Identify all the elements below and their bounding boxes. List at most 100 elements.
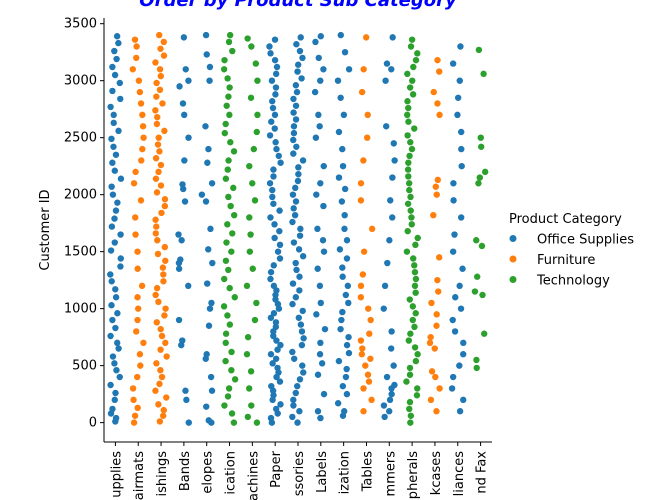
data-point <box>434 56 441 64</box>
data-point <box>185 77 192 84</box>
data-point <box>202 123 209 130</box>
data-point <box>202 198 210 205</box>
data-point <box>313 191 320 198</box>
data-point <box>208 180 216 187</box>
data-point <box>267 414 275 422</box>
data-point <box>297 225 304 233</box>
data-point <box>109 316 116 324</box>
data-point <box>206 305 214 312</box>
data-point <box>274 248 282 255</box>
y-tick-label: 0 <box>89 416 97 431</box>
data-point <box>412 310 419 317</box>
data-point <box>221 129 228 137</box>
data-point <box>297 34 304 41</box>
data-point <box>343 390 351 398</box>
data-point <box>311 88 319 96</box>
data-point <box>300 335 307 342</box>
data-point <box>137 100 145 107</box>
data-point <box>312 38 319 46</box>
data-point <box>343 365 350 373</box>
data-point <box>117 95 124 103</box>
data-point <box>225 385 233 392</box>
data-point <box>367 355 374 362</box>
data-point <box>345 66 353 73</box>
data-point <box>228 366 235 374</box>
legend-label: Furniture <box>537 253 595 268</box>
data-point <box>156 148 163 155</box>
data-point <box>134 248 141 255</box>
data-point <box>266 180 274 187</box>
data-point <box>408 145 416 153</box>
data-point <box>253 299 260 307</box>
data-point <box>109 87 116 95</box>
data-point <box>404 227 411 235</box>
data-point <box>272 84 280 91</box>
data-point <box>338 316 345 324</box>
data-point <box>360 157 367 164</box>
data-point <box>230 211 238 219</box>
data-point <box>157 161 165 169</box>
data-point <box>153 93 160 100</box>
data-point <box>290 402 297 409</box>
data-point <box>315 111 322 119</box>
data-point <box>456 282 463 290</box>
data-point <box>290 123 298 130</box>
x-tick-label: ishings <box>155 451 170 497</box>
data-point <box>359 345 366 352</box>
data-point <box>291 355 298 362</box>
data-point <box>409 91 417 98</box>
data-point <box>334 77 342 84</box>
data-point <box>273 145 280 153</box>
data-point <box>431 345 438 352</box>
data-point <box>182 66 189 73</box>
data-point <box>430 88 437 96</box>
data-point <box>133 54 140 62</box>
data-point <box>160 278 167 285</box>
data-point <box>460 396 467 404</box>
data-point <box>475 46 483 54</box>
data-point <box>248 402 255 409</box>
data-point <box>433 191 440 198</box>
data-point <box>112 324 119 332</box>
data-point <box>221 56 228 64</box>
data-point <box>220 303 228 310</box>
data-point <box>130 396 137 404</box>
data-point <box>203 51 210 58</box>
data-point <box>108 183 115 190</box>
data-point <box>344 282 352 290</box>
data-point <box>317 77 324 84</box>
data-point <box>272 296 279 303</box>
data-point <box>405 104 412 112</box>
data-point <box>315 54 322 62</box>
data-point <box>448 385 456 392</box>
data-point <box>414 385 421 392</box>
data-point <box>435 254 443 261</box>
data-point <box>317 414 324 422</box>
data-point <box>295 246 303 253</box>
data-point <box>116 79 123 87</box>
legend-label: Technology <box>536 274 610 289</box>
data-point <box>450 197 457 204</box>
data-point <box>228 348 235 356</box>
data-point <box>406 152 413 160</box>
data-point <box>117 231 124 238</box>
data-point <box>140 339 147 347</box>
data-point <box>270 310 278 317</box>
data-point <box>246 248 254 255</box>
data-point <box>272 319 280 326</box>
data-point <box>157 45 164 52</box>
data-point <box>159 100 166 107</box>
y-tick-label: 1500 <box>64 245 97 260</box>
data-point <box>337 94 344 101</box>
legend-items: Office Supplies Furniture Technology <box>509 233 634 289</box>
data-point <box>427 333 434 341</box>
data-point <box>112 389 119 397</box>
data-point <box>272 323 280 331</box>
x-tick-label: Bands <box>178 451 193 491</box>
data-point <box>368 396 375 404</box>
data-point <box>299 253 307 260</box>
data-point <box>316 351 324 358</box>
data-point <box>343 237 351 244</box>
data-point <box>152 387 159 394</box>
data-point <box>226 284 233 292</box>
